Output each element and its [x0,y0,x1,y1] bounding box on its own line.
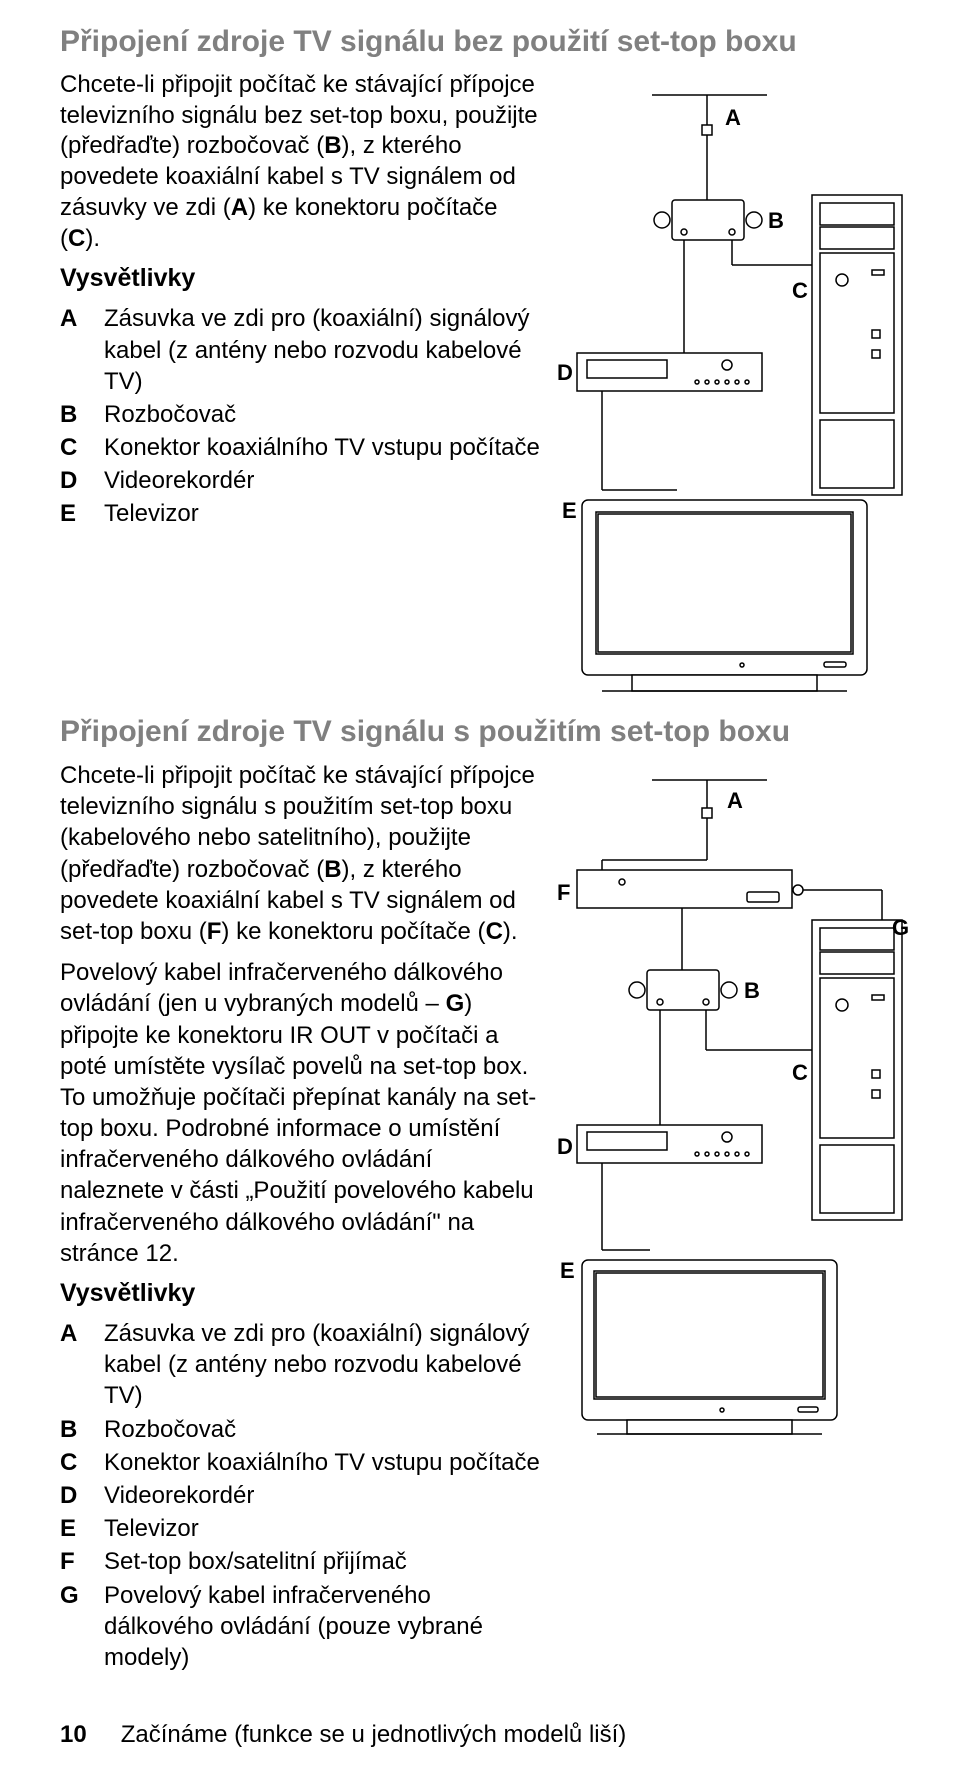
legend-row: FSet-top box/satelitní přijímač [60,1546,540,1577]
diagram-2: A F G B C D E [552,760,912,1470]
section1-legend-title: Vysvětlivky [60,264,540,293]
s2p1f: C [486,918,503,945]
legend-key: A [60,303,104,397]
section2-legend-title: Vysvětlivky [60,1279,540,1308]
legend-key: B [60,1414,104,1445]
legend-val: Videorekordér [104,465,540,496]
legend-row: AZásuvka ve zdi pro (koaxiální) signálov… [60,303,540,397]
section1-legend: AZásuvka ve zdi pro (koaxiální) signálov… [60,303,540,529]
legend-row: DVideorekordér [60,465,540,496]
section1-figure: A B C D E [552,70,912,700]
label-g: G [892,915,909,940]
label-b: B [744,978,760,1003]
legend-key: A [60,1318,104,1412]
label-c: C [792,1060,808,1085]
legend-row: BRozbočovač [60,1414,540,1445]
diagram-1: A B C D E [552,70,912,700]
legend-row: GPovelový kabel infračerveného dálkového… [60,1580,540,1674]
section1-heading: Připojení zdroje TV signálu bez použití … [60,24,905,60]
legend-val: Zásuvka ve zdi pro (koaxiální) signálový… [104,303,540,397]
legend-val: Povelový kabel infračerveného dálkového … [104,1580,540,1674]
legend-key: B [60,399,104,430]
legend-val: Videorekordér [104,1480,540,1511]
footer-text: Začínáme (funkce se u jednotlivých model… [121,1721,627,1749]
s2p2a: Povelový kabel infračerveného dálkového … [60,959,503,1017]
label-e: E [560,1258,575,1283]
legend-row: AZásuvka ve zdi pro (koaxiální) signálov… [60,1318,540,1412]
s2p1g: ). [503,918,518,945]
section1-intro: Chcete-li připojit počítač ke stávající … [60,70,540,254]
legend-key: G [60,1580,104,1674]
legend-key: E [60,498,104,529]
s1-intro-end: ). [85,225,100,252]
legend-val: Televizor [104,1513,540,1544]
section2-legend: AZásuvka ve zdi pro (koaxiální) signálov… [60,1318,540,1673]
section2-heading: Připojení zdroje TV signálu s použitím s… [60,714,905,750]
bold-b: B [324,132,341,159]
page-footer: 10 Začínáme (funkce se u jednotlivých mo… [60,1721,905,1749]
legend-val: Set-top box/satelitní přijímač [104,1546,540,1577]
legend-val: Televizor [104,498,540,529]
legend-row: DVideorekordér [60,1480,540,1511]
legend-key: D [60,465,104,496]
s2p1b: B [324,856,341,883]
legend-row: ETelevizor [60,498,540,529]
section2-p1: Chcete-li připojit počítač ke stávající … [60,760,540,947]
label-c: C [792,278,808,303]
s1-intro-a: Chcete-li připojit počítač ke stávající … [60,71,538,159]
label-e: E [562,498,577,523]
legend-key: E [60,1513,104,1544]
legend-val: Konektor koaxiálního TV vstupu počítače [104,432,540,463]
legend-key: C [60,432,104,463]
section2-figure: A F G B C D E [552,760,912,1470]
page-number: 10 [60,1721,87,1749]
legend-row: CKonektor koaxiálního TV vstupu počítače [60,432,540,463]
s2p2c: ) připojte ke konektoru IR OUT v počítač… [60,990,536,1267]
s2p1e: ) ke konektoru počítače ( [221,918,485,945]
section2-p2: Povelový kabel infračerveného dálkového … [60,957,540,1269]
legend-key: F [60,1546,104,1577]
s2p1a: Chcete-li připojit počítač ke stávající … [60,762,535,883]
legend-key: D [60,1480,104,1511]
legend-row: CKonektor koaxiálního TV vstupu počítače [60,1447,540,1478]
legend-val: Konektor koaxiálního TV vstupu počítače [104,1447,540,1478]
label-d: D [557,1134,573,1159]
legend-val: Zásuvka ve zdi pro (koaxiální) signálový… [104,1318,540,1412]
label-a: A [725,105,741,130]
legend-val: Rozbočovač [104,399,540,430]
s2p1d: F [207,918,222,945]
label-d: D [557,360,573,385]
s2p2b: G [446,990,465,1017]
legend-key: C [60,1447,104,1478]
label-f: F [557,880,570,905]
legend-row: BRozbočovač [60,399,540,430]
label-b: B [768,208,784,233]
label-a: A [727,788,743,813]
legend-row: ETelevizor [60,1513,540,1544]
bold-c: C [68,225,85,252]
bold-a: A [231,194,248,221]
legend-val: Rozbočovač [104,1414,540,1445]
